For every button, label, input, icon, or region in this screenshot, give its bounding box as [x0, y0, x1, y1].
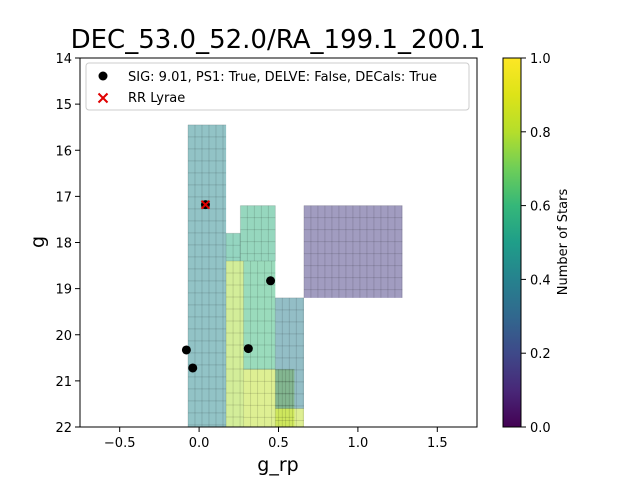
- y-axis-label: g: [27, 236, 49, 248]
- heatmap-cell-1: [226, 233, 241, 261]
- point-0-2: [243, 344, 253, 354]
- x-axis-ticks: −0.5 0.0 0.5 1.0 1.5: [104, 427, 448, 451]
- x-tick-label-0: −0.5: [104, 436, 136, 451]
- point-0-1: [266, 276, 276, 286]
- legend-marker-rr-lyrae: [97, 92, 109, 104]
- x-tick-label-4: 1.5: [427, 436, 448, 451]
- heatmap-cell-3: [226, 260, 244, 427]
- colorbar-label: Number of Stars: [556, 189, 571, 296]
- x-tick-label-1: 0.0: [189, 436, 210, 451]
- y-tick-label-8: 22: [55, 421, 72, 436]
- colorbar-gradient: [502, 57, 522, 428]
- heatmap-cell-2: [240, 205, 276, 261]
- points-layer: [181, 199, 276, 373]
- x-tick-label-3: 1.0: [348, 436, 369, 451]
- heatmap-cell-6: [275, 408, 304, 427]
- legend: SIG: 9.01, PS1: True, DELVE: False, DECa…: [85, 62, 470, 111]
- colorbar-tick-label-4: 0.8: [530, 126, 551, 141]
- heatmap-cell-0: [187, 124, 227, 427]
- x-axis-label: g_rp: [257, 454, 298, 476]
- colorbar-ticks: 0.0 0.2 0.4 0.6 0.8 1.0: [521, 52, 551, 436]
- y-tick-label-2: 16: [55, 144, 72, 159]
- colorbar-tick-label-5: 1.0: [530, 52, 551, 67]
- colorbar: 0.0 0.2 0.4 0.6 0.8 1.0 Number of Stars: [502, 52, 571, 436]
- y-tick-label-0: 14: [55, 52, 72, 67]
- colorbar-tick-label-3: 0.6: [530, 200, 551, 215]
- bin-grid-overlay: [187, 124, 403, 427]
- point-0-3: [181, 345, 191, 355]
- chart-title: DEC_53.0_52.0/RA_199.1_200.1: [71, 25, 486, 55]
- x-tick-label-2: 0.5: [268, 436, 289, 451]
- y-tick-label-6: 20: [55, 329, 72, 344]
- colorbar-tick-label-1: 0.2: [530, 347, 551, 362]
- heatmap-cell-7: [275, 297, 304, 409]
- point-0-4: [188, 363, 198, 373]
- y-tick-label-1: 15: [55, 98, 72, 113]
- plot-area: [181, 124, 403, 427]
- legend-marker-sig: [98, 71, 108, 81]
- heatmap-cell-8: [303, 205, 403, 298]
- y-axis-ticks: 14 15 16 17 18 19 20 21 22: [55, 52, 80, 436]
- y-tick-label-3: 17: [55, 190, 72, 205]
- colorbar-tick-label-2: 0.4: [530, 273, 551, 288]
- y-tick-label-7: 21: [55, 375, 72, 390]
- y-tick-label-5: 19: [55, 283, 72, 298]
- y-tick-label-4: 18: [55, 237, 72, 252]
- rr-lyrae-marker-0: [200, 199, 211, 210]
- legend-label-rr-lyrae: RR Lyrae: [128, 91, 185, 106]
- legend-box: [85, 62, 470, 111]
- colorbar-tick-label-0: 0.0: [530, 421, 551, 436]
- legend-label-sig: SIG: 9.01, PS1: True, DELVE: False, DECa…: [128, 70, 437, 85]
